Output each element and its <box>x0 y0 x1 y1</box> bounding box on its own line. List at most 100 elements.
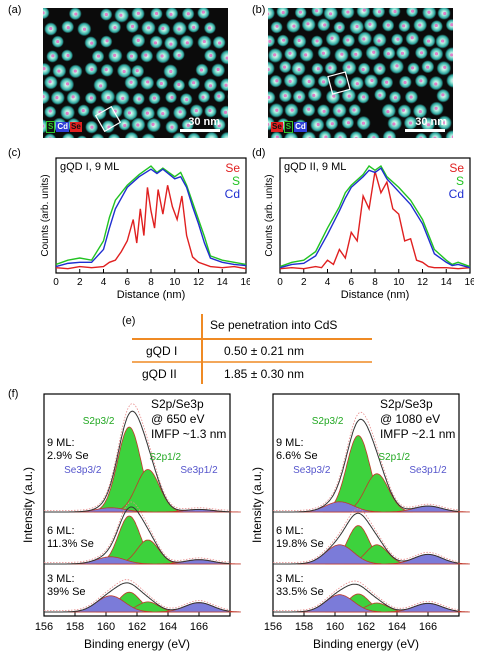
se-core-dot <box>66 26 70 30</box>
legend-s: S <box>232 174 240 188</box>
se-core-dot <box>332 94 336 98</box>
imfp: IMFP ~1.3 nm <box>151 427 226 441</box>
se-core-dot <box>401 108 406 112</box>
se-core-dot <box>161 111 165 116</box>
se-core-dot <box>290 108 294 112</box>
se-core-dot <box>372 50 376 54</box>
table-row-value: 0.50 ± 0.21 nm <box>224 344 304 358</box>
series-line-se <box>55 185 247 270</box>
se-core-dot <box>186 123 190 127</box>
x-axis-label: Distance (nm) <box>117 289 185 301</box>
tag-b-2: Cd <box>294 122 307 132</box>
x-tick-label: 4 <box>101 277 107 288</box>
panel-label-d: (d) <box>252 147 266 159</box>
series-line-s <box>279 164 471 268</box>
spectrum-label: 3 ML: <box>276 573 304 585</box>
table-row-name: gQD I <box>146 344 178 358</box>
se-core-dot <box>441 93 445 97</box>
se-core-dot <box>90 125 94 129</box>
x-tick-label: 164 <box>159 621 177 633</box>
se-core-dot <box>216 67 220 72</box>
scale-bar-label-a: 30 nm <box>188 116 220 128</box>
se-core-dot <box>338 25 342 29</box>
se-core-dot <box>43 67 46 71</box>
se-core-dot <box>119 13 123 17</box>
se-core-dot <box>151 122 155 126</box>
se-core-dot <box>169 42 173 46</box>
raw-data-trace <box>273 508 459 563</box>
se-core-dot <box>129 54 134 58</box>
se-core-dot <box>82 27 87 31</box>
se-core-dot <box>104 68 108 72</box>
nanocrystal-dot <box>422 8 437 20</box>
se-core-dot <box>56 39 60 44</box>
x-tick-label: 6 <box>348 277 354 288</box>
se-core-dot <box>355 82 359 86</box>
y-axis-label: Counts (arb. units) <box>264 174 275 256</box>
se-core-dot <box>403 80 407 85</box>
se-core-dot <box>105 39 109 43</box>
se-core-dot <box>178 110 182 114</box>
se3p12-label: Se3p1/2 <box>180 465 218 476</box>
se-core-dot <box>99 84 103 88</box>
nanocrystal-dot <box>219 105 228 119</box>
scale-bar-a <box>180 129 220 132</box>
x-tick-label: 162 <box>357 621 375 633</box>
se-core-dot <box>443 11 447 16</box>
spectrum-percentage: 33.5% Se <box>276 586 324 598</box>
plot-frame <box>55 157 247 274</box>
spectrum-percentage: 2.9% Se <box>47 450 89 462</box>
spectrum-percentage: 6.6% Se <box>276 450 318 462</box>
panel-label-b: (b) <box>252 4 266 16</box>
chart-line-profile-c: 0 2 4 6 8 10 12 14 16 Distance (nm) Counts (arb. u… <box>40 157 250 301</box>
se-core-dot <box>337 109 341 113</box>
x-tick-label: 160 <box>97 621 115 633</box>
se-core-dot <box>51 54 55 58</box>
x-tick-label: 162 <box>128 621 146 633</box>
envelope-fit <box>44 506 230 565</box>
nanocrystal-dot <box>444 47 453 62</box>
envelope-fit <box>273 512 459 565</box>
se-core-dot <box>113 26 117 30</box>
nanocrystal-dot <box>283 131 299 138</box>
nanocrystal-dot <box>141 133 156 138</box>
se-core-dot <box>121 96 125 100</box>
nanocrystal-dot <box>219 49 228 65</box>
s2p12-label: S2p1/2 <box>378 452 410 463</box>
x-tick-label: 16 <box>240 277 250 288</box>
nanocrystal-dot <box>356 8 371 19</box>
se-core-dot <box>298 10 302 14</box>
legend-cd: Cd <box>449 187 464 201</box>
se-core-dot <box>275 135 279 138</box>
se-core-dot <box>129 80 133 84</box>
se-core-dot <box>55 96 59 100</box>
nanocrystal-dot <box>311 8 324 17</box>
se-core-dot <box>427 10 431 14</box>
se-core-dot <box>177 82 181 87</box>
se3p12-label: Se3p1/2 <box>409 465 447 476</box>
se-core-dot <box>136 11 141 15</box>
se-core-dot <box>177 27 181 31</box>
panel-label-f: (f) <box>8 388 19 400</box>
se-core-dot <box>43 11 45 15</box>
se-core-dot <box>224 83 228 87</box>
se-core-dot <box>152 96 157 100</box>
se-core-dot <box>292 24 296 28</box>
se-core-dot <box>352 108 356 112</box>
se-core-dot <box>378 93 382 97</box>
panel-label-a: (a) <box>8 4 22 16</box>
series-line-cd <box>55 168 247 268</box>
legend-se: Se <box>225 161 240 175</box>
se-core-dot <box>433 136 437 138</box>
se-core-dot <box>346 121 351 125</box>
se-core-dot <box>268 122 270 126</box>
series-line-se <box>279 171 471 270</box>
nanocrystal-dot <box>445 18 453 32</box>
tag-a-2: Se <box>70 122 82 132</box>
se-core-dot <box>275 79 279 83</box>
se-core-dot <box>159 81 163 86</box>
nanocrystal-dot <box>428 131 443 138</box>
se-core-dot <box>146 80 150 84</box>
nanocrystal-dot <box>268 90 276 105</box>
